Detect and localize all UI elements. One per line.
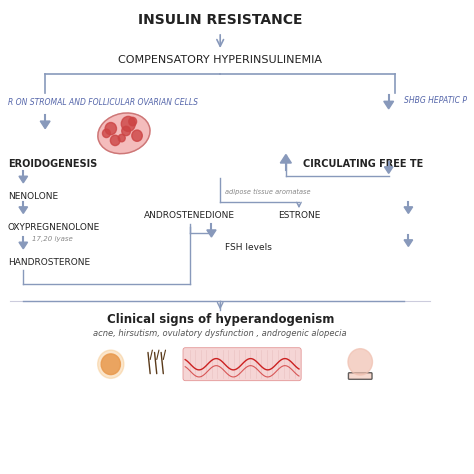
Text: ESTRONE: ESTRONE [278,211,320,220]
Circle shape [132,130,142,141]
Polygon shape [384,101,393,109]
Polygon shape [404,240,413,246]
Text: OXYPREGNENOLONE: OXYPREGNENOLONE [8,223,100,232]
Polygon shape [384,167,393,173]
FancyBboxPatch shape [183,348,301,381]
Circle shape [98,350,124,378]
Circle shape [102,129,110,137]
Circle shape [101,354,120,374]
Polygon shape [19,176,27,183]
Circle shape [105,122,117,135]
Text: adipose tissue aromatase: adipose tissue aromatase [225,189,310,195]
Polygon shape [19,242,27,249]
Text: FSH levels: FSH levels [225,243,272,252]
Circle shape [110,135,120,146]
Text: CIRCULATING FREE TE: CIRCULATING FREE TE [303,159,424,169]
Polygon shape [19,207,27,213]
Text: Clinical signs of hyperandogenism: Clinical signs of hyperandogenism [107,313,334,326]
Polygon shape [40,121,50,128]
Text: R ON STROMAL AND FOLLICULAR OVARIAN CELLS: R ON STROMAL AND FOLLICULAR OVARIAN CELL… [8,98,198,107]
Circle shape [129,117,137,126]
Text: EROIDOGENESIS: EROIDOGENESIS [8,159,97,169]
Text: acne, hirsutism, ovulatory dysfunction , androgenic alopecia: acne, hirsutism, ovulatory dysfunction ,… [93,329,347,338]
Polygon shape [280,155,292,163]
Circle shape [118,134,125,142]
Text: INSULIN RESISTANCE: INSULIN RESISTANCE [138,13,302,27]
Text: COMPENSATORY HYPERINSULINEMIA: COMPENSATORY HYPERINSULINEMIA [118,55,322,65]
Polygon shape [207,230,216,237]
Circle shape [122,126,130,136]
Text: SHBG HEPATIC P: SHBG HEPATIC P [404,96,467,105]
Polygon shape [404,207,413,213]
Circle shape [121,117,135,131]
Text: ANDROSTENEDIONE: ANDROSTENEDIONE [144,211,235,220]
Text: 17,20 lyase: 17,20 lyase [32,237,73,242]
FancyBboxPatch shape [348,373,372,379]
Text: NENOLONE: NENOLONE [8,192,58,201]
Ellipse shape [98,113,150,154]
Text: HANDROSTERONE: HANDROSTERONE [8,258,90,267]
Circle shape [348,349,373,375]
